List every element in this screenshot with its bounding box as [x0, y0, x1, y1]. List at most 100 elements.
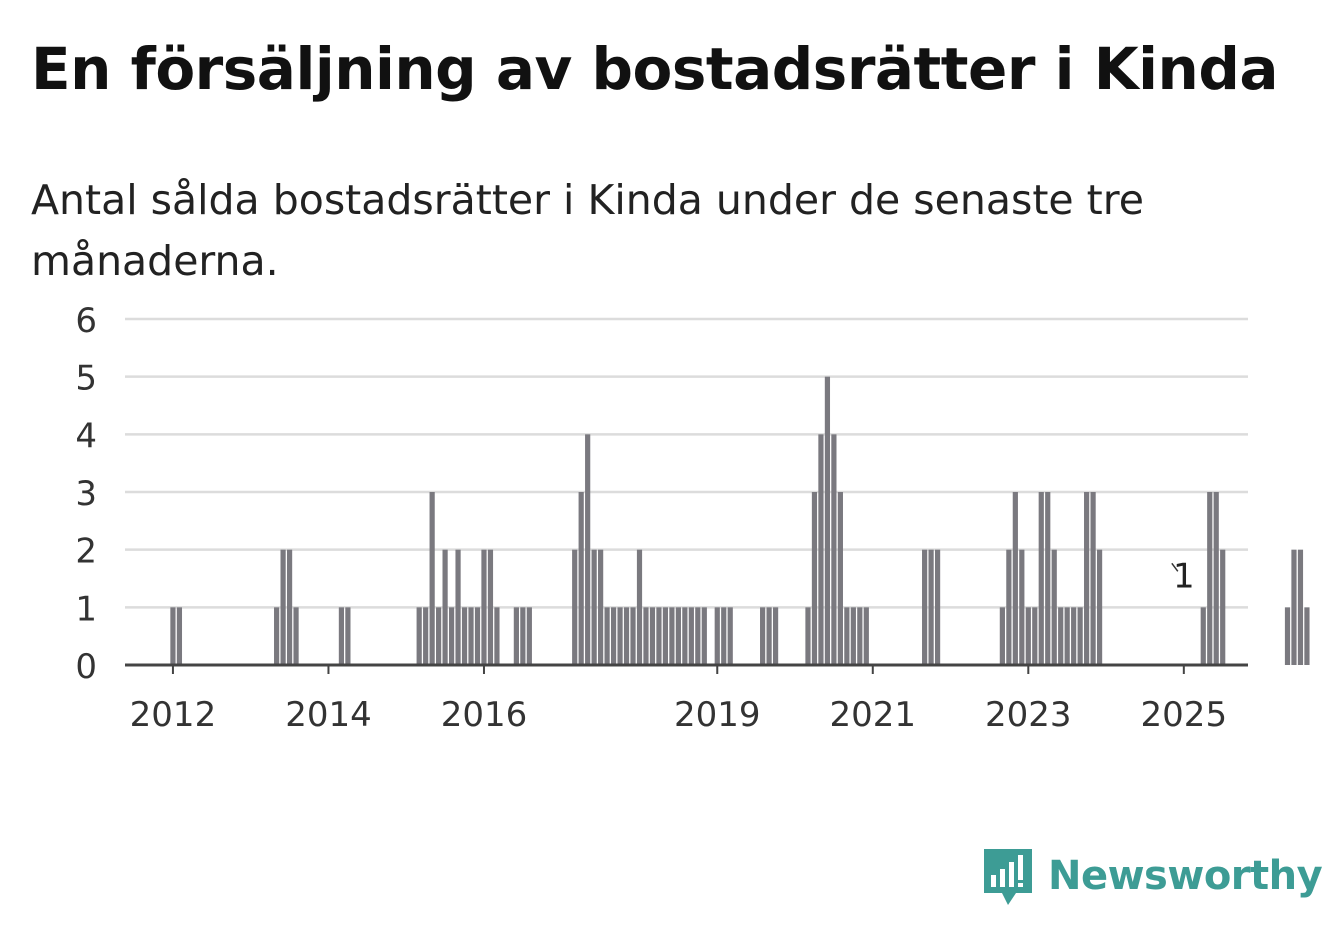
y-tick-label: 6 [75, 301, 97, 341]
bar [448, 607, 455, 665]
bar [526, 607, 532, 665]
y-tick-label: 0 [75, 647, 97, 687]
bar [1038, 492, 1044, 665]
bar [805, 607, 811, 665]
bar [623, 607, 630, 665]
bar [1064, 607, 1070, 665]
y-tick-label: 5 [75, 359, 97, 399]
bar [688, 607, 694, 665]
bar [727, 607, 733, 665]
bar [429, 492, 435, 665]
brand-logo: Newsworthy [980, 845, 1322, 907]
bar [481, 549, 487, 665]
bar [578, 492, 584, 665]
annotation-pointer [1171, 562, 1179, 572]
bar [170, 607, 176, 665]
bar [436, 607, 442, 665]
bar [280, 549, 286, 665]
bar [416, 607, 422, 665]
bar [585, 434, 591, 665]
bar [1304, 607, 1310, 665]
bar [1084, 492, 1090, 665]
data-label: 1 [1173, 556, 1195, 596]
bar [1213, 492, 1219, 665]
bar [1019, 549, 1025, 665]
y-tick-label: 2 [75, 532, 97, 572]
bar [286, 549, 293, 665]
bar [1032, 607, 1038, 665]
bar [675, 607, 681, 665]
bar [442, 549, 448, 665]
x-tick-label: 2012 [130, 695, 217, 735]
bar [760, 607, 766, 665]
bar [630, 607, 636, 665]
bar [1006, 549, 1012, 665]
bar [1291, 549, 1297, 665]
bar [701, 607, 707, 665]
bar [1025, 607, 1031, 665]
bar [1045, 492, 1051, 665]
bar [857, 607, 863, 665]
bar [1297, 549, 1304, 665]
bar [721, 607, 727, 665]
x-tick-label: 2014 [285, 695, 372, 735]
bar [837, 492, 843, 665]
bar [468, 607, 474, 665]
bar [850, 607, 856, 665]
bar [572, 549, 578, 665]
bar [643, 607, 649, 665]
bar [818, 434, 824, 665]
bar [934, 549, 941, 665]
x-tick-label: 2016 [441, 695, 528, 735]
bar [293, 607, 299, 665]
bar [591, 549, 597, 665]
y-tick-label: 1 [75, 589, 97, 629]
bar [1090, 492, 1096, 665]
bar [844, 607, 850, 665]
bar [338, 607, 345, 665]
bar [487, 549, 494, 665]
bar [766, 607, 772, 665]
chart-subtitle: Antal sålda bostadsrätter i Kinda under … [31, 176, 1144, 285]
bar [617, 607, 623, 665]
bar [669, 607, 675, 665]
bar [494, 607, 500, 665]
bar [649, 607, 656, 665]
bar [1220, 549, 1226, 665]
brand-name: Newsworthy [1048, 853, 1322, 899]
bar [695, 607, 701, 665]
bar [520, 607, 526, 665]
bar [1012, 492, 1018, 665]
bar [1077, 607, 1083, 665]
bar [513, 607, 519, 665]
bar [1071, 607, 1077, 665]
bar [1096, 549, 1103, 665]
bar [598, 549, 604, 665]
bar [682, 607, 688, 665]
bar [604, 607, 610, 665]
bar [824, 376, 831, 665]
bar [922, 549, 928, 665]
chart-title: En försäljning av bostadsrätter i Kinda [31, 35, 1278, 103]
bar [1200, 607, 1206, 665]
bar [1207, 492, 1213, 665]
bar [928, 549, 934, 665]
bar [423, 607, 429, 665]
bar [656, 607, 662, 665]
y-tick-label: 3 [75, 474, 97, 514]
bar [176, 607, 183, 665]
bar [636, 549, 643, 665]
bar [1284, 607, 1291, 665]
bar [811, 492, 818, 665]
x-tick-label: 2019 [674, 695, 761, 735]
bar [474, 607, 481, 665]
x-tick-label: 2023 [985, 695, 1072, 735]
bar [1051, 549, 1057, 665]
y-tick-label: 4 [75, 416, 97, 456]
bar [863, 607, 869, 665]
bar [1058, 607, 1064, 665]
x-tick-label: 2021 [830, 695, 917, 735]
bar [345, 607, 351, 665]
bar [662, 607, 669, 665]
